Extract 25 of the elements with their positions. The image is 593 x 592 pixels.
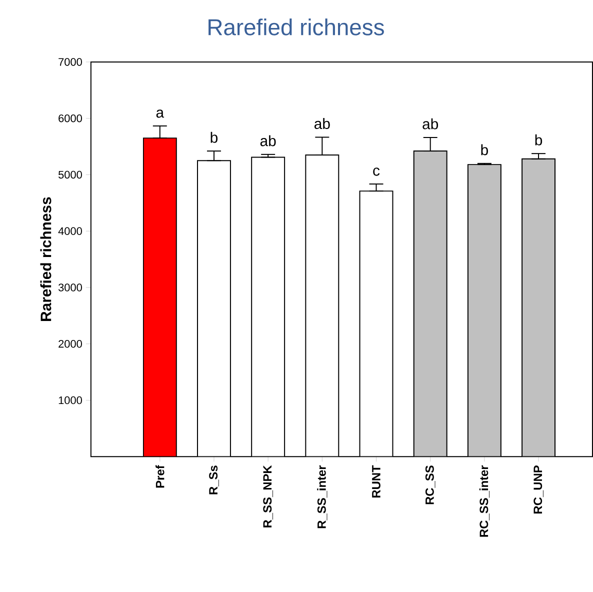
y-axis-title: Rarefied richness [40,198,52,322]
annotation: ab [314,118,330,130]
y-tick-label: 3000 [58,284,82,292]
x-tick-label: R_SS_inter [317,466,328,528]
x-tick-label: R_Ss [209,466,219,494]
y-tick-label: 1000 [58,396,82,404]
y-tick-label: 4000 [58,227,82,236]
chart-title: Rarefied richness [208,18,384,36]
annotation: c [373,168,380,176]
y-tick-label: 7000 [58,58,82,66]
y-tick-label: 5000 [58,171,82,179]
y-tick-label: 6000 [58,114,82,122]
x-tick-label: Pref [156,465,164,488]
annotation: b [210,132,218,144]
y-tick-label: 2000 [58,340,82,348]
x-tick-label: RC_SS_inter [479,466,490,537]
annotation: ab [422,118,438,130]
annotation: ab [260,136,276,146]
x-tick-label: R_SS_NPK [263,466,273,528]
x-tick-label: RC_SS [425,466,436,504]
annotation: a [156,110,164,118]
x-tick-label: RC_UNP [534,466,544,514]
annotation: b [481,144,488,156]
annotation: b [535,134,542,146]
x-tick-label: RUNT [372,466,380,498]
